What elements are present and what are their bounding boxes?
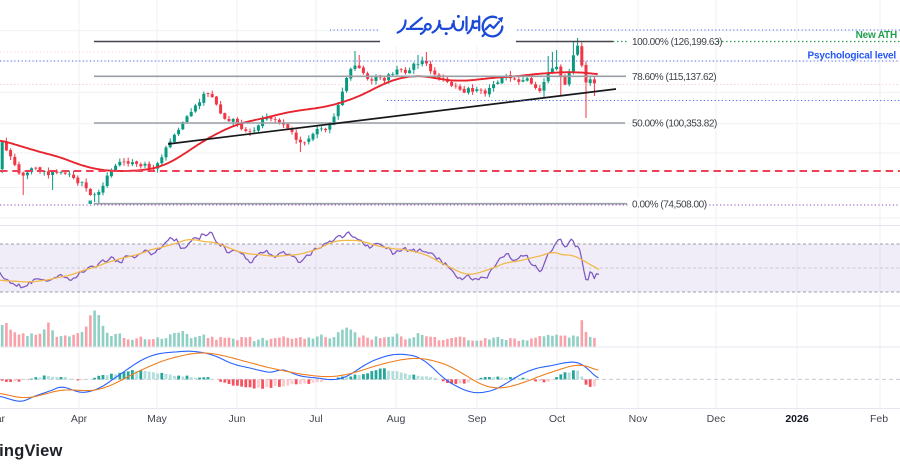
svg-text:0.00% (74,508.00): 0.00% (74,508.00) bbox=[632, 199, 707, 210]
svg-text:Oct: Oct bbox=[549, 413, 565, 425]
svg-text:New ATH: New ATH bbox=[856, 30, 897, 41]
svg-text:Aug: Aug bbox=[387, 413, 406, 425]
svg-text:50.00% (100,353.82): 50.00% (100,353.82) bbox=[632, 119, 717, 130]
svg-text:Mar: Mar bbox=[0, 413, 6, 425]
svg-text:Dec: Dec bbox=[707, 413, 726, 425]
svg-text:Jun: Jun bbox=[229, 413, 246, 425]
svg-text:Nov: Nov bbox=[629, 413, 648, 425]
svg-text:Jul: Jul bbox=[309, 413, 322, 425]
svg-text:Feb: Feb bbox=[870, 413, 888, 425]
svg-text:2026: 2026 bbox=[785, 413, 809, 425]
svg-text:May: May bbox=[147, 413, 168, 425]
svg-text:Psychological level: Psychological level bbox=[808, 51, 897, 62]
svg-text:78.60% (115,137.62): 78.60% (115,137.62) bbox=[632, 72, 716, 83]
svg-text:Apr: Apr bbox=[71, 413, 88, 425]
svg-text:Sep: Sep bbox=[468, 413, 487, 425]
svg-text:100.00% (126,199.63): 100.00% (126,199.63) bbox=[632, 37, 722, 48]
svg-text:TradingView: TradingView bbox=[0, 442, 63, 460]
